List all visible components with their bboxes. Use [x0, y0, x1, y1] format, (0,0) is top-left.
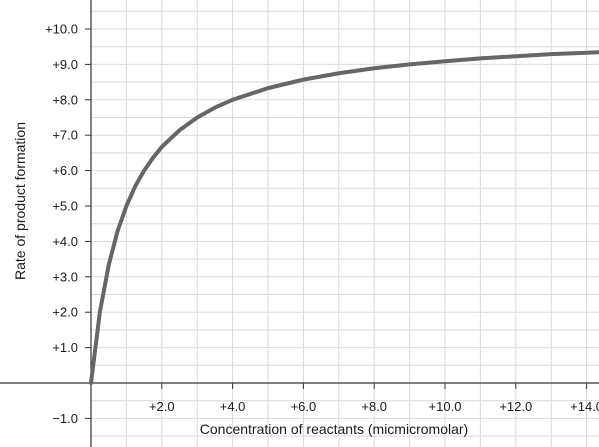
x-tick-label: +10.0 — [429, 399, 462, 414]
y-axis-title: Rate of product formation — [12, 122, 28, 280]
y-tick-label: +9.0 — [52, 57, 78, 72]
y-tick-label: +1.0 — [52, 340, 78, 355]
tick-labels: +2.0 +4.0 +6.0 +8.0 +10.0 +12.0 +14.0 +10.0 +9.0… — [45, 22, 599, 426]
y-tick-label: +10.0 — [45, 22, 78, 37]
series — [89, 50, 599, 385]
x-tick-label: +6.0 — [291, 399, 317, 414]
y-tick-label: +6.0 — [52, 163, 78, 178]
x-axis-title: Concentration of reactants (micmicromola… — [200, 421, 468, 437]
x-tick-label: +14.0 — [570, 399, 599, 414]
y-tick-label: +3.0 — [52, 269, 78, 284]
series-line-1 — [89, 50, 599, 385]
y-tick-label: +5.0 — [52, 199, 78, 214]
x-tick-label: +4.0 — [220, 399, 246, 414]
x-tick-label: +8.0 — [361, 399, 387, 414]
y-tick-label: +7.0 — [52, 128, 78, 143]
x-tick-label: +12.0 — [499, 399, 532, 414]
y-tick-label: +2.0 — [52, 305, 78, 320]
x-tick-label: +2.0 — [149, 399, 175, 414]
grid — [91, 0, 599, 447]
y-tick-label: −1.0 — [52, 411, 78, 426]
y-tick-label: +4.0 — [52, 234, 78, 249]
y-tick-label: +8.0 — [52, 92, 78, 107]
